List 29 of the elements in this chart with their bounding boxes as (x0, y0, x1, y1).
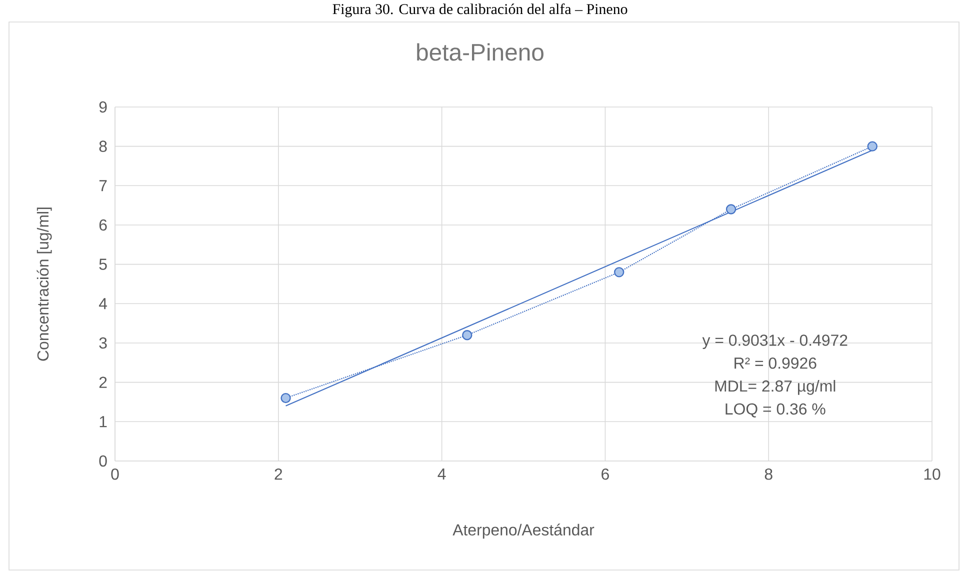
x-tick-label: 8 (764, 468, 772, 480)
point (614, 267, 624, 278)
y-tick-label: 7 (99, 180, 107, 192)
y-tick-label: 5 (99, 258, 107, 270)
y-tick-label: 8 (99, 140, 107, 152)
y-tick-label: 0 (99, 455, 107, 467)
point (280, 392, 291, 404)
point (726, 204, 736, 214)
x-tick-label: 0 (111, 468, 119, 480)
y-tick-label: 4 (98, 298, 108, 310)
text: Figura 30. Curva de calibración del alfa – Pineno (332, 4, 628, 18)
x-tick-label: 2 (274, 468, 282, 480)
annotation: MDL= 2.87 µg/ml (715, 380, 836, 395)
y-axis-title: Concentración [ug/ml] (36, 208, 52, 361)
x-axis-title: Aterpeno/Aestándar (452, 524, 594, 539)
point (867, 141, 878, 152)
y-tick-label: 1 (100, 416, 107, 428)
x-tick-label: 10 (924, 468, 940, 480)
y-tick-label: 6 (99, 219, 107, 231)
point (462, 330, 472, 340)
y-tick-label: 2 (99, 376, 107, 388)
chart-title: beta-Pineno (417, 43, 544, 61)
x-tick-label: 6 (602, 468, 609, 480)
annotation: LOQ = 0.36 % (726, 403, 826, 418)
x-tick-label: 4 (438, 468, 446, 480)
y-tick-label: 3 (99, 337, 107, 349)
annotation: R² = 0.9926 (734, 358, 816, 369)
y-tick-label: 9 (99, 101, 107, 113)
annotation: y = 0.9031x - 0.4972 (702, 334, 848, 350)
